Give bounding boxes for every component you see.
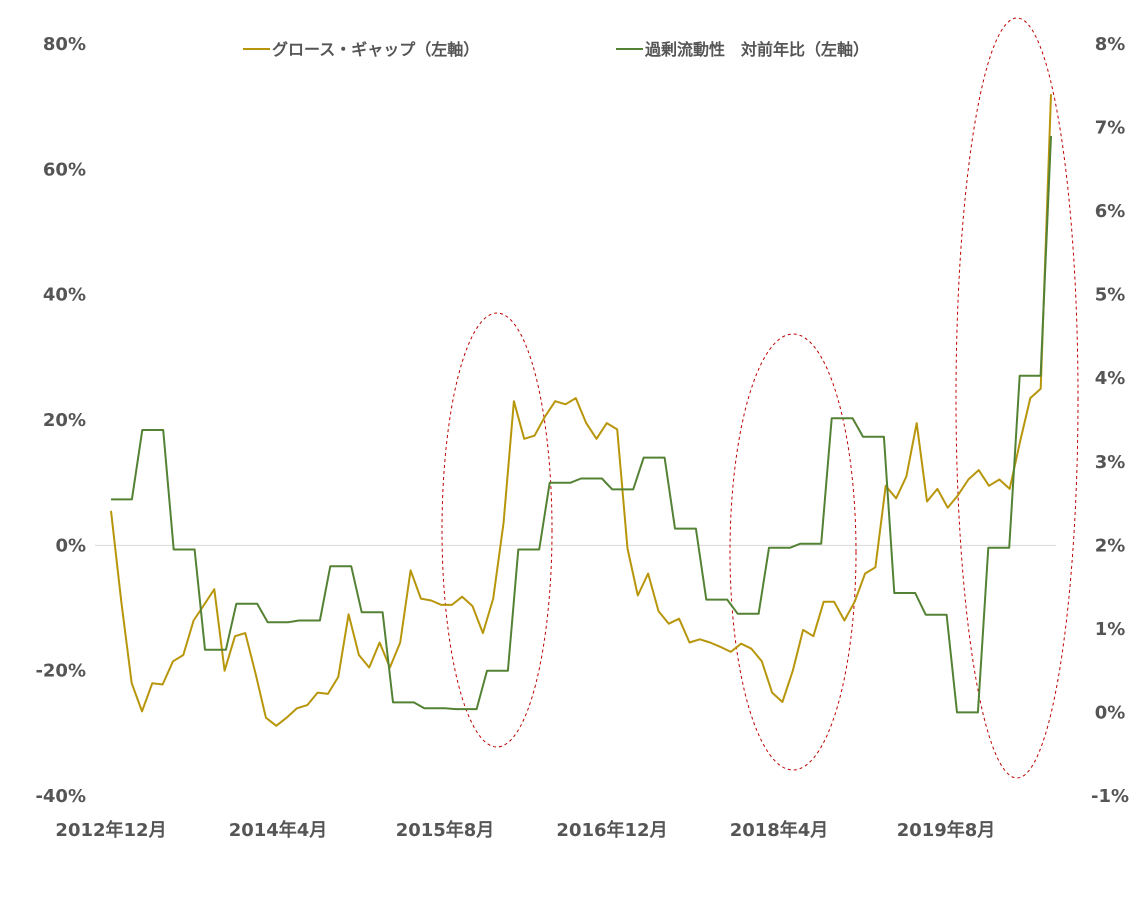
annotation-ellipses xyxy=(441,17,1079,779)
series-line-growth-gap xyxy=(110,94,1052,727)
left-axis-tick-label: -40% xyxy=(35,786,86,807)
right-axis-tick-label: 2% xyxy=(1095,535,1126,556)
x-axis-tick-label: 2019年8月 xyxy=(897,819,996,841)
annotation-ellipse-2018 xyxy=(729,333,857,771)
right-axis-tick-label: 8% xyxy=(1095,34,1126,55)
left-axis-tick-label: 80% xyxy=(43,34,86,55)
x-axis-ticks: 2012年12月 2014年4月 2015年8月 2016年12月 2018年4月 201… xyxy=(55,819,995,841)
left-axis-tick-label: 0% xyxy=(55,535,86,556)
legend-label-growth-gap: グロース・ギャップ（左軸） xyxy=(272,40,479,59)
right-axis-tick-label: -1% xyxy=(1091,786,1129,807)
right-axis-tick-label: 0% xyxy=(1095,702,1126,723)
right-axis-tick-label: 1% xyxy=(1095,619,1126,640)
annotation-ellipse-2020 xyxy=(955,17,1079,779)
series-line-excess-liquidity xyxy=(111,135,1052,714)
x-axis-tick-label: 2015年8月 xyxy=(396,819,495,841)
x-axis-tick-label: 2016年12月 xyxy=(556,819,667,841)
left-axis-tick-label: 20% xyxy=(43,410,86,431)
x-axis-tick-label: 2018年4月 xyxy=(730,819,829,841)
legend: グロース・ギャップ（左軸） 過剰流動性 対前年比（左軸） xyxy=(243,40,869,59)
right-axis-ticks: 8% 7% 6% 5% 4% 3% 2% 1% 0% -1% xyxy=(1091,34,1129,807)
legend-label-excess-liquidity: 過剰流動性 対前年比（左軸） xyxy=(644,40,869,59)
left-axis-ticks: 80% 60% 40% 20% 0% -20% -40% xyxy=(35,34,86,807)
left-axis-tick-label: 60% xyxy=(43,159,86,180)
left-axis-tick-label: 40% xyxy=(43,285,86,306)
right-axis-tick-label: 7% xyxy=(1095,118,1126,139)
x-axis-tick-label: 2014年4月 xyxy=(229,819,328,841)
right-axis-tick-label: 6% xyxy=(1095,201,1126,222)
right-axis-tick-label: 3% xyxy=(1095,452,1126,473)
x-axis-tick-label: 2012年12月 xyxy=(55,819,166,841)
right-axis-tick-label: 5% xyxy=(1095,285,1126,306)
annotation-ellipse-2015 xyxy=(441,312,553,748)
series-lines xyxy=(110,94,1052,727)
left-axis-tick-label: -20% xyxy=(35,661,86,682)
right-axis-tick-label: 4% xyxy=(1095,368,1126,389)
